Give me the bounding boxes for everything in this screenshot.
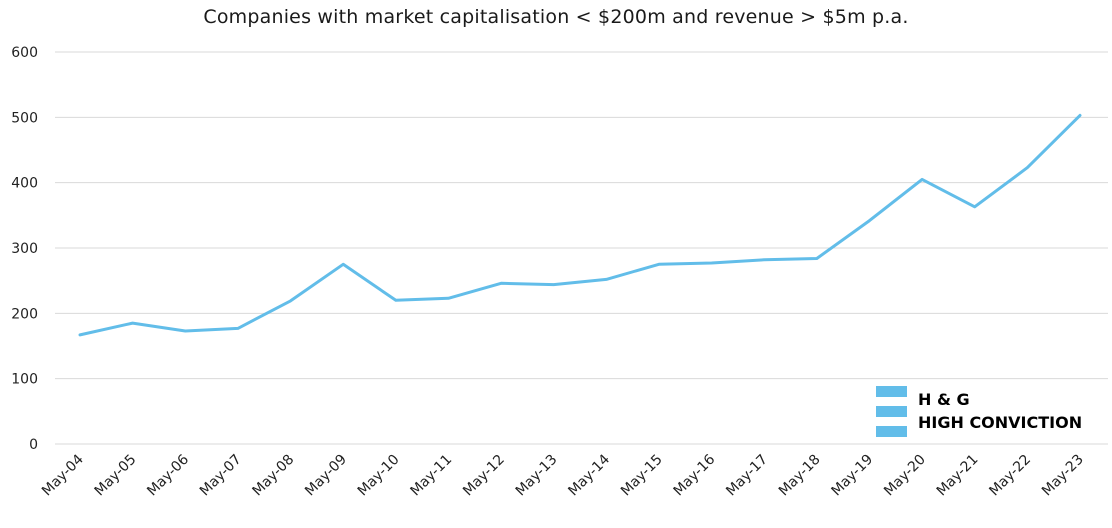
y-axis: 0 100 200 300 400 500 600: [11, 45, 38, 453]
x-tick-label: May-04: [39, 451, 87, 499]
x-tick-label: May-23: [1039, 452, 1087, 500]
x-tick-label: May-13: [513, 452, 561, 500]
logo-stripe: [876, 406, 907, 417]
x-tick-label: May-05: [92, 452, 140, 500]
x-tick-label: May-09: [302, 452, 350, 500]
y-tick-label: 500: [11, 110, 38, 126]
x-tick-label: May-20: [881, 452, 929, 500]
x-tick-label: May-22: [986, 452, 1034, 500]
x-tick-label: May-06: [144, 451, 192, 499]
y-tick-label: 300: [11, 241, 38, 257]
logo-stripe: [876, 386, 907, 397]
x-tick-label: May-07: [197, 452, 245, 500]
y-tick-label: 200: [11, 306, 38, 322]
x-tick-label: May-16: [671, 451, 719, 499]
y-tick-label: 0: [29, 437, 38, 453]
x-axis: May-04 May-05 May-06 May-07 May-08 May-09 May-…: [39, 451, 1087, 499]
x-tick-label: May-15: [618, 452, 666, 500]
x-tick-label: May-08: [250, 452, 298, 500]
x-tick-label: May-19: [829, 452, 877, 500]
x-tick-label: May-17: [723, 452, 771, 500]
logo-text-line2: HIGH CONVICTION: [918, 413, 1083, 432]
gridlines: [55, 51, 1108, 445]
y-tick-label: 400: [11, 176, 38, 192]
brand-logo: H & G HIGH CONVICTION: [876, 384, 1106, 440]
logo-stripe: [876, 426, 907, 437]
x-tick-label: May-10: [355, 452, 403, 500]
x-tick-label: May-18: [776, 452, 824, 500]
x-tick-label: May-11: [407, 452, 455, 500]
y-tick-label: 100: [11, 372, 38, 388]
y-tick-label: 600: [11, 45, 38, 61]
x-tick-label: May-14: [565, 451, 613, 499]
chart-title: Companies with market capitalisation < $…: [203, 6, 909, 28]
logo-text-line1: H & G: [918, 390, 970, 409]
x-tick-label: May-21: [934, 452, 982, 500]
series-line: [78, 113, 1082, 337]
x-tick-label: May-12: [460, 452, 508, 500]
series-layer: [78, 113, 1082, 337]
